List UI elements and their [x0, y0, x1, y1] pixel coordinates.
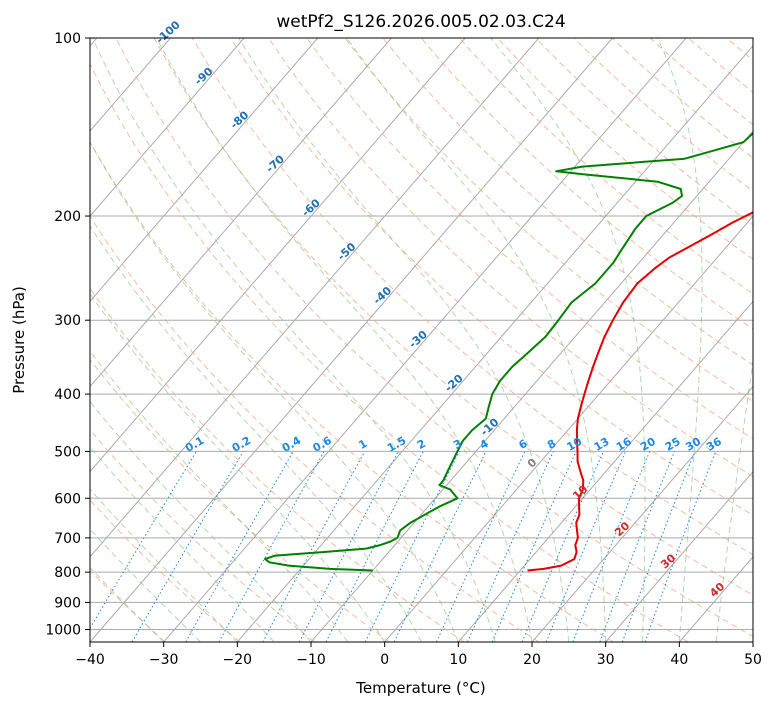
dry-adiabat-line — [229, 38, 753, 516]
dry-adiabat-line — [90, 62, 689, 642]
moist-adiabat-line — [90, 224, 422, 642]
dry-adiabat-line — [90, 429, 316, 642]
x-tick-label: 10 — [449, 652, 467, 668]
mixing-ratio-line — [599, 451, 675, 642]
y-tick-label: 300 — [54, 313, 81, 329]
isotherm-line — [605, 470, 753, 642]
y-tick-label: 100 — [54, 31, 81, 47]
reference-lines — [90, 38, 753, 642]
plot-frame — [89, 37, 754, 643]
y-tick-label: 500 — [54, 444, 81, 460]
y-tick-label: 400 — [54, 387, 81, 403]
isotherm-line — [90, 38, 466, 473]
mixing-ratio-line — [491, 451, 577, 642]
x-tick-label: −10 — [296, 652, 326, 668]
mixing-ratio-line — [545, 451, 627, 642]
y-tick-label: 900 — [54, 595, 81, 611]
y-tick-label: 600 — [54, 491, 81, 507]
moist-adiabat-line — [657, 38, 703, 642]
x-tick-label: 20 — [523, 652, 541, 668]
dry-adiabat-line — [344, 38, 753, 403]
mixing-ratio-line — [185, 451, 294, 642]
mixing-ratio-line — [364, 451, 460, 642]
dry-adiabat-line — [90, 499, 241, 642]
mixing-ratio-line — [621, 451, 696, 642]
axis-ticks: −40 −30 −20 −10 0 10 20 30 40 50 100 200 300 400 500 60… — [45, 31, 762, 668]
moist-adiabat-line — [238, 38, 570, 642]
moist-adiabat-line — [90, 141, 459, 642]
mixing-ratio-line — [262, 451, 366, 642]
x-tick-label: 0 — [380, 652, 389, 668]
dry-adiabat-line — [306, 38, 753, 440]
isotherm-line — [90, 38, 613, 642]
dewpoint-profile-line — [264, 131, 753, 572]
dry-adiabat-line — [153, 38, 753, 596]
moist-adiabat-line — [156, 38, 533, 642]
dry-adiabat-line — [382, 38, 753, 366]
dry-adiabat-line — [268, 38, 753, 478]
dry-adiabat-line — [90, 569, 166, 642]
moist-adiabat-line — [90, 400, 312, 642]
x-tick-label: 30 — [597, 652, 615, 668]
mixing-ratio-line — [218, 451, 325, 642]
mixing-ratio-line — [521, 451, 604, 642]
dry-adiabat-line — [90, 215, 540, 642]
chart-title: wetPf2_S126.2026.005.02.03.C24 — [276, 12, 565, 32]
dry-adiabat-line — [90, 287, 465, 642]
x-tick-label: −30 — [149, 652, 179, 668]
y-tick-label: 700 — [54, 531, 81, 547]
mixing-ratio-line — [325, 451, 424, 642]
dry-adiabat-line — [90, 358, 390, 642]
dry-adiabat-line — [191, 38, 753, 556]
x-tick-label: −40 — [75, 652, 105, 668]
y-tick-label: 1000 — [45, 622, 81, 638]
isotherm-line — [90, 38, 245, 217]
isotherm-line — [384, 215, 753, 642]
isotherm-line — [163, 38, 687, 642]
isotherm-line — [90, 38, 319, 303]
y-tick-label: 200 — [54, 209, 81, 225]
y-axis-label: Pressure (hPa) — [10, 286, 28, 394]
moist-adiabat-line — [90, 446, 275, 642]
x-tick-label: −20 — [223, 652, 253, 668]
moist-adiabat-line — [346, 38, 607, 642]
y-tick-label: 800 — [54, 565, 81, 581]
isotherm-line — [457, 300, 753, 642]
dry-adiabat-line — [90, 140, 614, 642]
profile-lines — [264, 131, 753, 572]
mixing-ratio-line — [572, 451, 651, 642]
temperature-profile-line — [527, 211, 753, 572]
moist-adiabat-line — [92, 38, 496, 642]
mixing-ratio-line — [644, 451, 717, 642]
x-axis-label: Temperature (°C) — [355, 679, 485, 697]
x-tick-label: 50 — [744, 652, 762, 668]
moist-adiabat-line — [715, 357, 753, 642]
isotherm-line — [90, 38, 392, 388]
mixing-ratio-line — [467, 451, 554, 642]
dry-adiabat-line — [115, 38, 753, 638]
isotherm-line — [90, 38, 540, 558]
isotherm-line — [236, 45, 753, 642]
moist-adiabat-line — [90, 292, 386, 642]
moist-adiabat-line — [490, 38, 646, 642]
isotherm-line — [531, 385, 753, 642]
moist-adiabat-line — [90, 350, 349, 642]
x-tick-label: 40 — [670, 652, 688, 668]
